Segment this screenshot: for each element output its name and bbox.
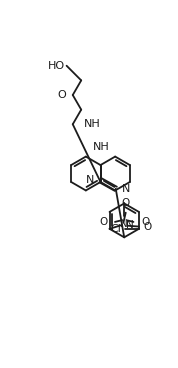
Text: O: O (143, 222, 152, 231)
Text: N: N (122, 184, 130, 194)
Text: N: N (120, 219, 128, 229)
Text: O: O (58, 90, 67, 100)
Text: NH: NH (83, 119, 100, 129)
Text: O: O (141, 217, 149, 227)
Text: HO: HO (48, 61, 65, 71)
Text: Cl: Cl (110, 224, 121, 234)
Text: O: O (122, 198, 130, 208)
Text: NH: NH (93, 142, 109, 152)
Text: O: O (99, 217, 107, 227)
Text: N: N (126, 220, 134, 230)
Text: N: N (86, 175, 94, 185)
